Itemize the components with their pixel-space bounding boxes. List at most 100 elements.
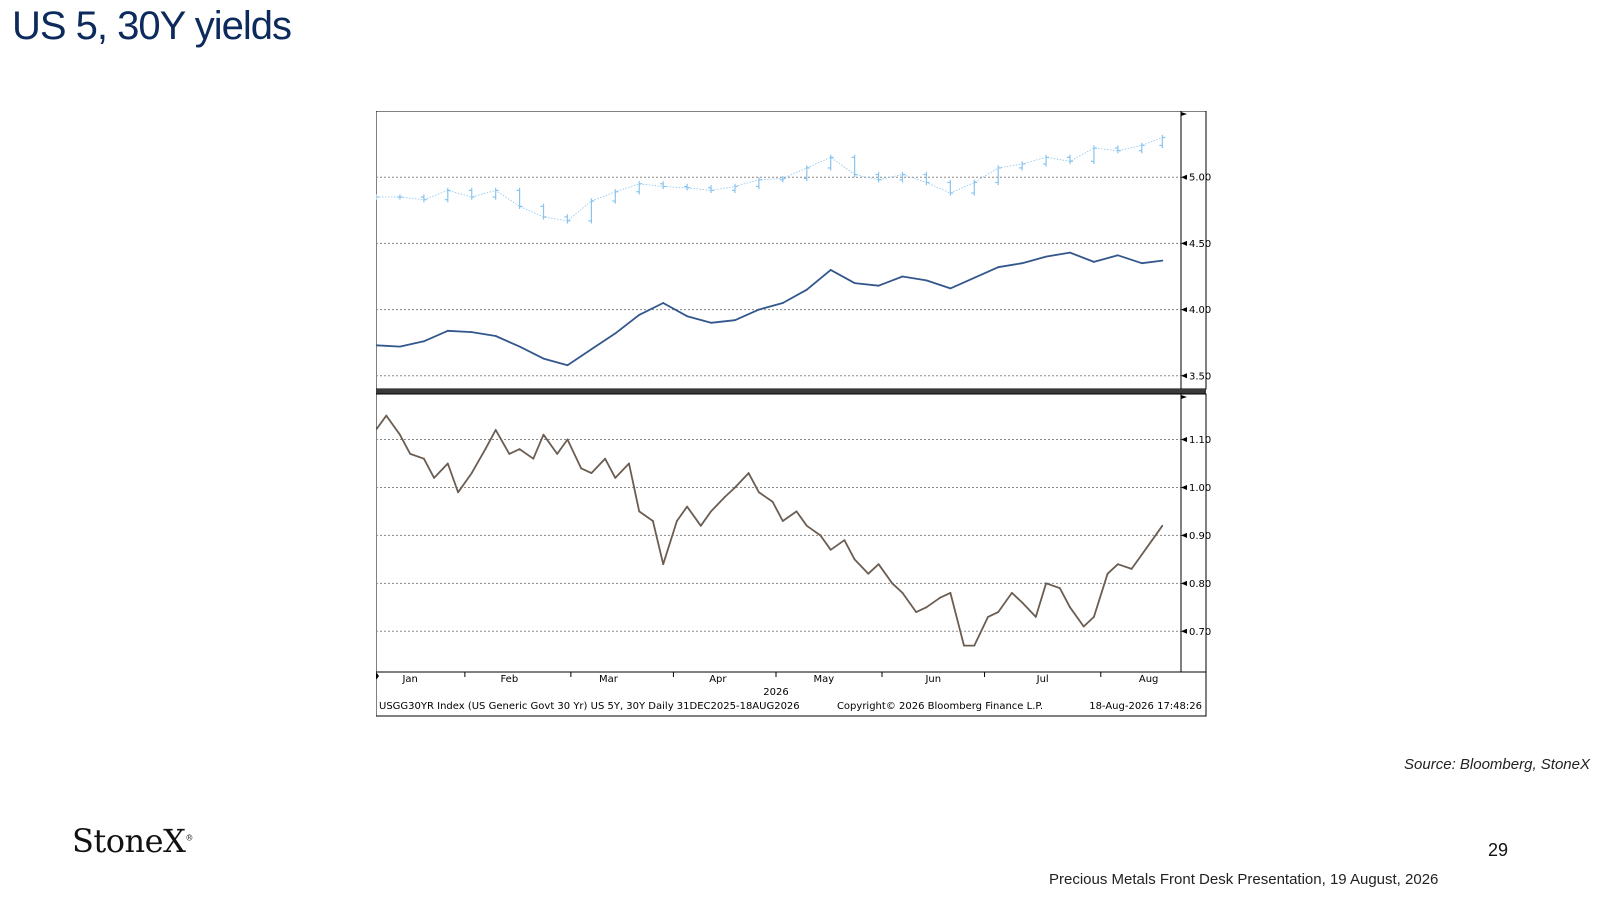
data-point [542,433,545,436]
us5y-series-line [376,251,1163,367]
data-point [915,611,918,613]
data-point [1069,251,1071,254]
data-point [638,510,641,513]
data-point [1106,572,1109,575]
bottom-panel: 0.70 0.80 0.90 1.00 1.10 [376,393,1211,673]
x-axis-year-label: 2026 [763,687,788,698]
data-point [638,313,641,316]
y-tick-mark [1181,307,1187,313]
bottom-y-axis: 0.70 0.80 0.90 1.00 1.10 [1180,394,1211,672]
footer-text: Precious Metals Front Desk Presentation,… [1049,871,1439,888]
slide-title: US 5, 30Y yields [12,4,292,48]
data-point [1161,524,1164,527]
data-point [433,476,436,479]
data-point [652,520,654,522]
data-point [494,335,497,337]
data-point [710,321,712,324]
data-point [987,615,989,618]
data-point [1034,615,1037,618]
data-point [805,288,808,291]
y-tick-label: 3.50 [1189,371,1211,382]
stonex-logo: StoneX® [72,822,193,860]
footer-strip-timestamp: 18-Aug-2026 17:48:26 [1089,701,1202,712]
y-tick-label: 4.00 [1189,305,1211,316]
x-axis: Jan Feb Mar Apr May Jun Jul Aug [376,671,1207,717]
data-point [1093,261,1095,263]
data-point [686,505,689,508]
data-point [843,539,846,542]
data-point [1116,254,1119,257]
data-point [484,448,487,451]
data-point [614,332,617,335]
x-tick-label: Jun [924,674,941,685]
x-tick-label: Jan [401,674,417,685]
y-tick-label: 1.00 [1189,483,1211,494]
data-point [997,266,1000,269]
data-point [853,282,856,284]
data-point [1082,625,1085,628]
ohlc-bar [1138,142,1145,154]
ohlc-bar [971,179,978,196]
top-panel: 3.50 4.00 4.50 5.00 [376,111,1211,390]
data-point [877,284,880,287]
data-point [1058,587,1061,590]
data-point [590,348,593,351]
logo-registered-mark: ® [185,833,193,843]
x-axis-start-mark [376,672,379,680]
data-point [422,457,425,460]
y-tick-label: 0.90 [1189,531,1211,542]
bottom-series [376,414,1164,647]
data-point [805,524,808,527]
top-y-axis-arrow [1181,112,1187,116]
x-tick-label: Aug [1139,674,1159,685]
data-point [518,345,521,348]
y-tick-mark [1181,628,1187,634]
x-tick-label: Feb [500,674,518,685]
data-point [699,524,702,527]
bloomberg-chart: 3.50 4.00 4.50 5.00 0.70 0.80 0.90 1.00 1.10 Ja… [376,111,1232,731]
data-point [710,510,712,513]
data-point [409,453,412,455]
data-point [399,345,401,348]
data-point [758,308,760,311]
x-tick-label: May [814,674,835,685]
data-point [590,472,593,474]
data-point [771,500,774,503]
panel-divider[interactable] [376,389,1206,394]
data-point [781,520,784,522]
y-tick-mark [1181,437,1187,443]
top-panel-frame [376,111,1207,390]
y-tick-label: 0.80 [1189,579,1211,590]
data-point [758,491,760,494]
data-point [399,433,401,436]
data-point [781,302,784,304]
top-y-axis: 3.50 4.00 4.50 5.00 [1180,111,1211,389]
y-tick-label: 0.70 [1189,627,1211,638]
data-point [891,582,894,585]
data-point [508,453,511,455]
data-point [614,476,617,479]
y-tick-mark [1181,484,1187,490]
logo-text: StoneX [72,822,186,860]
data-point [1161,259,1164,262]
ohlc-bar [1067,154,1074,164]
y-tick-mark [1181,240,1187,246]
x-axis-frame [376,671,1207,717]
data-point [566,438,569,441]
data-point [1069,606,1071,609]
data-point [1045,255,1047,258]
y-tick-label: 4.50 [1189,239,1211,250]
source-note: Source: Bloomberg, StoneX [1404,756,1590,773]
data-point [925,279,928,282]
y-tick-mark [1181,174,1187,180]
data-point [628,462,630,465]
data-point [939,596,942,599]
data-point [470,331,473,333]
y-tick-mark [1181,373,1187,379]
y-tick-label: 1.10 [1189,435,1211,446]
ohlc-bar [516,187,523,209]
data-point [376,344,377,347]
page-number: 29 [1488,840,1509,860]
data-point [385,414,388,417]
data-point [723,496,726,498]
